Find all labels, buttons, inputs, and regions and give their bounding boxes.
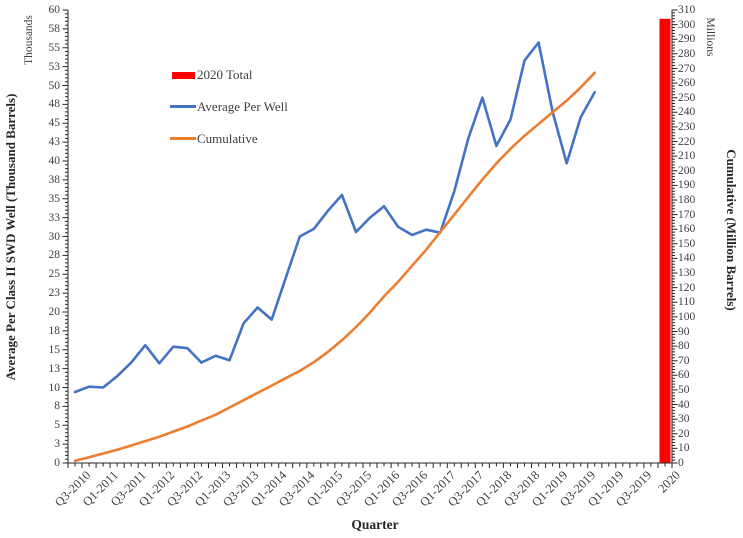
left-axis-title: Average Per Class II SWD Well (Thousand … [3,93,18,381]
right-axis-tick-label: 180 [678,194,696,206]
2020-total-bar [659,18,671,464]
legend-label-cumulative: Cumulative [197,131,258,146]
left-axis-tick-label: 50 [48,79,61,92]
right-axis-tick-label: 140 [678,252,696,265]
right-axis-tick-label: 290 [678,33,696,46]
left-axis-tick-label: 33 [48,211,61,224]
right-axis-tick-label: 150 [678,237,696,250]
right-axis-tick-label: 120 [678,281,696,294]
left-axis-tick-label: 20 [48,306,61,318]
legend-swatch-cumulative [170,137,196,140]
right-axis-tick-label: 220 [678,135,696,148]
right-axis-tick-label: 250 [678,91,696,104]
left-axis-tick-label: 15 [48,343,61,356]
right-axis-tick-label: 170 [678,208,696,221]
average-per-well-line [73,41,597,394]
left-axis-tick-label: 23 [48,287,61,300]
right-axis-tick-label: 100 [678,310,696,323]
right-axis-tick-label: 0 [678,457,684,469]
right-axis-tick-label: 200 [678,164,696,177]
right-axis-tick-label: 50 [678,383,690,396]
legend-label-average-per-well: Average Per Well [197,99,288,114]
right-axis-tick-label: 60 [678,369,690,382]
left-axis-tick-label: 35 [48,192,61,205]
left-axis-tick-label: 58 [48,22,61,35]
right-axis-tick-label: 260 [678,77,696,90]
right-axis-tick-label: 310 [678,4,696,16]
right-axis-tick-label: 130 [678,267,696,279]
left-axis-tick-label: 8 [54,400,60,413]
right-axis-tick-label: 210 [678,150,696,163]
axes-and-ticks [62,9,678,468]
legend-label-2020-total: 2020 Total [197,67,253,82]
cumulative-line [73,71,597,463]
left-axis-tick-label: 30 [48,230,61,243]
right-axis-tick-label: 230 [678,120,696,133]
right-axis-tick-label: 30 [678,413,690,426]
left-axis-tick-label: 60 [48,4,61,16]
left-axis-tick-label: 38 [48,173,61,186]
left-axis-tick-label: 13 [48,362,61,375]
legend-swatch-average-per-well [170,105,196,108]
left-axis-tick-label: 53 [48,60,61,73]
right-axis-tick-label: 190 [678,179,696,192]
left-axis-tick-label: 0 [54,457,60,469]
right-axis-tick-label: 90 [678,325,690,338]
left-axis-tick-label: 55 [48,41,61,54]
right-axis-tick-label: 110 [678,296,695,309]
right-axis-title: Cumulative (Million Barrels) [724,149,739,311]
left-axis-tick-label: 28 [48,249,61,262]
right-axis-units-label: Millions [704,17,716,57]
right-axis-tick-label: 70 [678,354,690,367]
right-axis-tick-label: 160 [678,223,696,236]
legend: 2020 Total Average Per Well Cumulative [168,60,318,150]
left-axis-tick-label: 10 [48,381,61,394]
right-axis-tick-label: 240 [678,106,696,119]
left-axis-tick-label: 18 [48,324,61,337]
right-axis-tick-label: 300 [678,18,696,31]
right-axis-tick-label: 270 [678,62,696,75]
right-axis-tick-label: 40 [678,398,690,411]
right-axis-tick-label: 280 [678,47,696,60]
right-axis-tick-label: 80 [678,340,690,353]
x-axis-title: Quarter [351,517,399,532]
right-axis-tick-label: 20 [678,427,690,440]
left-axis-tick-label: 48 [48,98,61,111]
left-axis-tick-label: 45 [48,117,61,130]
left-axis-tick-label: 3 [54,438,60,451]
left-axis-tick-label: 40 [48,155,61,167]
left-axis-tick-label: 43 [48,136,61,149]
left-axis-units-label: Thousands [23,15,35,65]
left-axis-tick-label: 5 [54,419,60,432]
legend-swatch-2020-total [172,72,195,79]
right-axis-tick-label: 10 [678,442,690,455]
left-axis-tick-label: 25 [48,268,61,281]
